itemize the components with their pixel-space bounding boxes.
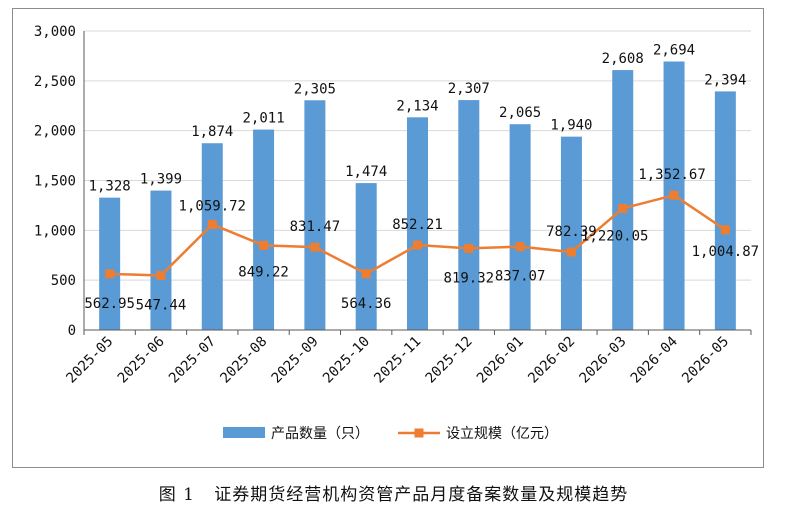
legend-bar-swatch — [223, 427, 265, 438]
line-marker — [259, 240, 269, 250]
bar — [509, 124, 531, 331]
y-tick-label: 0 — [68, 323, 76, 339]
bar-value-label: 1,399 — [140, 172, 182, 188]
x-tick-label: 2025-08 — [217, 334, 270, 387]
bar-value-label: 2,608 — [602, 51, 644, 67]
legend: 产品数量（只） 设立规模（亿元） — [223, 426, 558, 442]
x-tick-label: 2025-07 — [166, 334, 219, 387]
x-tick-label: 2026-04 — [628, 334, 681, 387]
bar — [458, 100, 480, 330]
bar — [355, 183, 377, 330]
y-tick-label: 500 — [51, 273, 76, 289]
line-marker — [156, 270, 166, 280]
bar-value-label: 2,011 — [242, 111, 284, 127]
line-marker — [207, 219, 217, 229]
bar-value-label: 1,874 — [191, 124, 233, 140]
line-value-label: 547.44 — [136, 297, 187, 313]
bar — [560, 136, 582, 330]
bar — [150, 190, 172, 330]
x-tick-label: 2026-02 — [525, 334, 578, 387]
line-value-label: 1,220.05 — [581, 228, 648, 244]
chart-svg: 05001,0001,5002,0002,5003,0002025-052025… — [34, 24, 759, 442]
figure-number: 图 1 — [158, 485, 195, 505]
y-tick-label: 2,500 — [34, 74, 76, 90]
y-tick-label: 1,000 — [34, 223, 76, 239]
figure-title: 证券期货经营机构资管产品月度备案数量及规模趋势 — [214, 485, 629, 505]
bar-value-label: 1,474 — [345, 164, 387, 180]
data-labels: 1,328 1,399 1,874 2,011 2,305 1,474 2,134 2,307… — [84, 42, 759, 313]
line-marker — [361, 269, 371, 279]
bar — [714, 91, 736, 330]
x-tick-label: 2025-10 — [320, 334, 373, 387]
line-value-label: 849.22 — [238, 264, 289, 280]
bar — [99, 197, 121, 330]
line-value-label: 831.47 — [290, 219, 341, 235]
line-marker — [310, 242, 320, 252]
bar-value-label: 2,134 — [396, 98, 438, 114]
x-tick-label: 2026-01 — [474, 334, 527, 387]
line-value-label: 1,059.72 — [179, 198, 246, 214]
line-marker — [669, 190, 679, 200]
bar — [201, 143, 223, 330]
legend-line-label: 设立规模（亿元） — [446, 426, 558, 442]
bar — [304, 100, 326, 330]
legend-bar-label: 产品数量（只） — [271, 426, 369, 442]
line-value-label: 562.95 — [84, 296, 135, 312]
line-value-label: 819.32 — [444, 270, 495, 286]
y-tick-label: 1,500 — [34, 174, 76, 190]
bar — [253, 129, 275, 330]
bar-value-label: 2,065 — [499, 105, 541, 121]
x-tick-label: 2025-12 — [423, 334, 476, 387]
line-marker — [413, 240, 422, 250]
y-tick-label: 3,000 — [34, 24, 76, 40]
line-marker — [464, 243, 474, 253]
line-marker — [720, 225, 730, 235]
x-tick-label: 2025-05 — [63, 334, 116, 387]
legend-line-marker — [414, 428, 424, 438]
chart-frame: 0 500 1,000 1,500 2,000 2,500 3,000 2025-05 2025… — [12, 8, 764, 468]
x-tick-label: 2025-06 — [115, 334, 168, 387]
x-tick-label: 2025-09 — [269, 334, 322, 387]
line-value-label: 564.36 — [341, 296, 392, 312]
bar-value-label: 1,328 — [89, 179, 131, 195]
line-value-label: 1,004.87 — [692, 244, 759, 260]
line-value-label: 852.21 — [392, 217, 443, 233]
line-marker — [105, 269, 115, 279]
bar-value-label: 2,694 — [653, 42, 695, 58]
bar-value-label: 1,940 — [550, 118, 592, 134]
x-tick-label: 2026-03 — [577, 334, 630, 387]
y-tick-label: 2,000 — [34, 124, 76, 140]
line-value-label: 837.07 — [495, 269, 546, 285]
figure-caption: 图 1 证券期货经营机构资管产品月度备案数量及规模趋势 — [0, 480, 787, 505]
line-series — [105, 190, 730, 280]
bar — [407, 117, 428, 330]
bar-value-label: 2,307 — [448, 81, 490, 97]
line-marker — [566, 247, 576, 257]
bar-value-label: 2,394 — [704, 72, 746, 88]
x-tick-label: 2026-05 — [679, 334, 732, 387]
line-marker — [618, 203, 628, 213]
bar — [612, 70, 634, 330]
bar-value-label: 2,305 — [294, 81, 336, 97]
line-value-label: 782.39 — [546, 224, 597, 240]
line-value-label: 1,352.67 — [638, 167, 705, 183]
x-tick-label: 2025-11 — [371, 334, 424, 387]
axes: 05001,0001,5002,0002,5003,0002025-052025… — [34, 24, 752, 387]
line-marker — [515, 242, 525, 252]
